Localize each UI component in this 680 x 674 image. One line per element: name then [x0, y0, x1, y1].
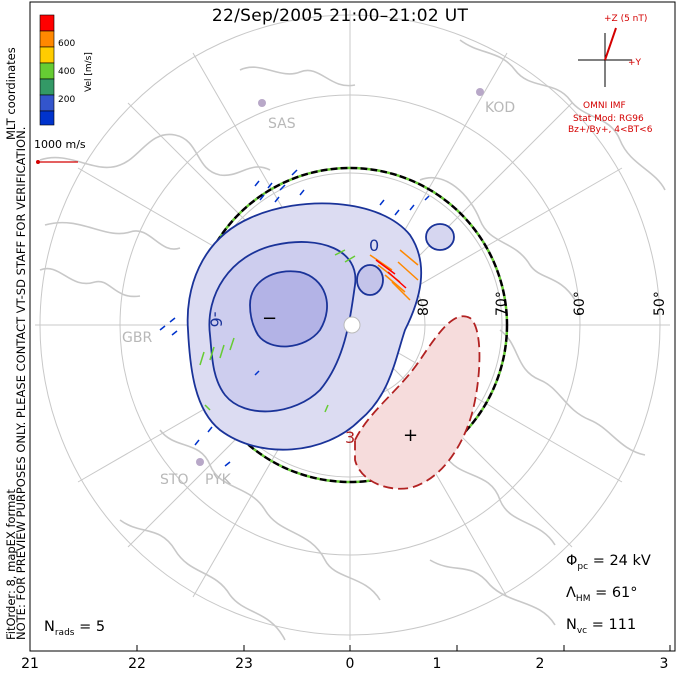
pole-marker [343, 316, 361, 334]
mlt-tick-1: 1 [432, 656, 442, 672]
mlt-tick-2: 2 [535, 656, 545, 672]
velocity-vectors [159, 169, 430, 467]
velocity-colorbar [39, 14, 55, 126]
imf-z-label: +Z (5 nT) [604, 14, 648, 24]
potential-max-marker: + [403, 425, 419, 446]
imf-stat-mod: Stat Mod: RG96 [573, 114, 644, 124]
station-markers [196, 88, 484, 466]
positive-potential-cell [354, 315, 481, 490]
imf-condition: Bz+/By+, 4<BT<6 [568, 125, 653, 135]
zero-contour-label: 0 [369, 236, 380, 255]
coastlines [39, 39, 666, 641]
coordinates-label: MLT coordinates [4, 47, 18, 140]
negative-island-2 [425, 223, 455, 251]
reference-vector-dot [36, 160, 40, 164]
negative-island [356, 264, 384, 296]
vector-count: Nvc = 111 [566, 617, 637, 636]
negative-contour-label: -6 [206, 311, 226, 328]
map-title: 22/Sep/2005 21:00–21:02 UT [211, 6, 469, 26]
mlt-tick-3: 3 [659, 656, 669, 672]
colorbar-tick-400: 400 [58, 67, 76, 77]
mlt-tick-23: 23 [235, 656, 253, 672]
station-gbr: GBR [122, 330, 153, 346]
negative-contour-core [249, 270, 328, 348]
mlt-axis-ticks [29, 645, 671, 651]
radar-count: Nrads = 5 [44, 619, 106, 638]
fit-order: FitOrder: 8, mapEX format [4, 489, 18, 640]
lat-label-60: 60° [572, 291, 588, 316]
imf-dial [578, 27, 632, 87]
mlt-tick-21: 21 [21, 656, 39, 672]
station-pyk: PYK [205, 472, 231, 488]
mlt-tick-0: 0 [345, 656, 355, 672]
station-sas: SAS [268, 116, 296, 132]
ref-vector-label: 1000 m/s [34, 138, 86, 151]
station-sto: STO [160, 472, 189, 488]
mlt-tick-22: 22 [128, 656, 146, 672]
potential-min-marker: − [262, 308, 278, 329]
imf-source: OMNI IMF [583, 101, 626, 111]
colorbar-unit: Vel [m/s] [84, 52, 94, 92]
station-kod: KOD [485, 100, 516, 116]
colorbar-tick-600: 600 [58, 39, 76, 49]
lat-label-70: 70° [494, 291, 510, 316]
cross-polar-potential: Φpc = 24 kV [566, 553, 651, 572]
positive-contour-label: 3 [345, 428, 356, 447]
lat-label-50: 50° [652, 291, 668, 316]
lat-label-80: 80 [416, 298, 432, 316]
heppner-maynard-boundary-dash [191, 166, 509, 484]
plot-frame [29, 1, 676, 652]
hmb-latitude: ΛHM = 61° [566, 585, 638, 604]
imf-y-label: +Y [628, 58, 642, 68]
colorbar-tick-200: 200 [58, 95, 76, 105]
